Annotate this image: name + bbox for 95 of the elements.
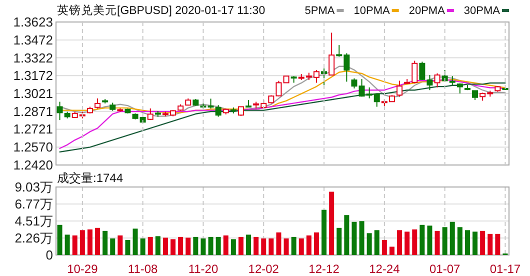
candlestick: [328, 32, 335, 76]
y-tick-label: 1.2570: [13, 140, 53, 155]
bar: [223, 235, 228, 255]
bar: [148, 236, 153, 255]
bar: [488, 234, 493, 255]
y-tick-label: 1.3021: [13, 86, 53, 102]
bar: [284, 238, 289, 255]
bar: [382, 240, 387, 255]
bar: [434, 230, 440, 255]
y-tick-label: 9.03万: [14, 180, 53, 194]
x-tick-label: 01-07: [429, 262, 460, 276]
text: 成交量:1744: [57, 171, 124, 185]
bar: [87, 229, 92, 255]
bar: [306, 235, 312, 255]
candlestick: [94, 98, 101, 109]
chart-title: 英镑兑美元[GBPUSD] 2020-01-17 11:30: [57, 3, 266, 17]
bar: [200, 238, 206, 255]
x-tick-label: 12-02: [248, 262, 280, 276]
bar: [170, 239, 176, 255]
y-tick-label: 1.2871: [13, 104, 53, 119]
bar: [178, 236, 184, 255]
bar: [102, 230, 108, 255]
bar: [359, 221, 364, 255]
legend-label: 20PMA: [408, 5, 446, 17]
x-tick-label: 11-08: [128, 262, 158, 276]
bar: [322, 210, 327, 255]
y-tick-label: 6.77万: [14, 196, 53, 212]
candlestick: [56, 101, 63, 121]
x-tick-label: 01-17: [490, 262, 521, 276]
bar: [186, 238, 191, 255]
bar: [95, 228, 100, 255]
bar: [457, 227, 462, 255]
bar: [230, 239, 236, 255]
legend-label: 5PMA: [304, 5, 336, 17]
candlestick: [434, 72, 440, 88]
legend-label: 10PMA: [354, 5, 390, 17]
bar: [389, 246, 394, 255]
y-tick-label: 4.51万: [14, 214, 53, 229]
bar: [442, 227, 448, 255]
bar: [254, 236, 259, 255]
bar: [412, 229, 418, 255]
bar: [57, 224, 62, 255]
y-tick-label: 1.3322: [13, 50, 53, 66]
y-tick-label: 2.26万: [14, 230, 53, 246]
bar: [450, 222, 455, 255]
bar: [352, 222, 357, 255]
bar: [397, 230, 402, 255]
y-tick-label: 1.2420: [13, 158, 53, 172]
candlestick: [351, 78, 358, 89]
bar: [193, 236, 198, 255]
bar: [268, 238, 274, 255]
x-tick-label: 12-24: [369, 262, 400, 276]
legend-label: 30PMA: [464, 5, 501, 17]
bar: [329, 192, 334, 255]
bar: [420, 224, 425, 255]
bar: [374, 230, 380, 255]
y-tick-label: 0: [46, 248, 53, 262]
x-tick-label: 11-20: [188, 262, 218, 276]
bar: [314, 232, 319, 255]
y-tick-label: 1.3472: [13, 32, 53, 48]
bar: [132, 228, 138, 255]
candlestick: [472, 90, 478, 100]
bar: [140, 238, 146, 255]
bar: [110, 238, 116, 255]
candlestick: [238, 106, 244, 117]
y-tick-label: 1.2721: [13, 122, 53, 137]
bar: [125, 240, 130, 255]
bar: [64, 234, 70, 255]
bar: [261, 238, 266, 255]
bar: [238, 236, 244, 255]
bar: [336, 228, 342, 255]
bar: [472, 232, 478, 255]
bar: [276, 232, 282, 255]
bar: [480, 230, 486, 255]
bar: [155, 236, 160, 255]
bar: [208, 236, 214, 255]
bar: [427, 226, 432, 255]
bar: [404, 232, 410, 255]
bar: [495, 234, 500, 255]
bar: [344, 215, 350, 255]
y-tick-label: 1.3172: [13, 68, 53, 84]
bar: [298, 238, 304, 255]
bar: [464, 230, 470, 255]
bar: [72, 235, 78, 255]
bar: [80, 230, 85, 255]
candlestick: [396, 80, 403, 98]
bar: [162, 238, 168, 255]
x-tick-label: 10-29: [67, 262, 98, 276]
bar: [216, 236, 221, 255]
bar: [246, 234, 252, 255]
bar: [118, 235, 123, 255]
bar: [366, 233, 372, 255]
y-tick-label: 1.3623: [13, 14, 53, 30]
bar: [291, 236, 296, 255]
x-tick-label: 12-12: [308, 262, 340, 276]
